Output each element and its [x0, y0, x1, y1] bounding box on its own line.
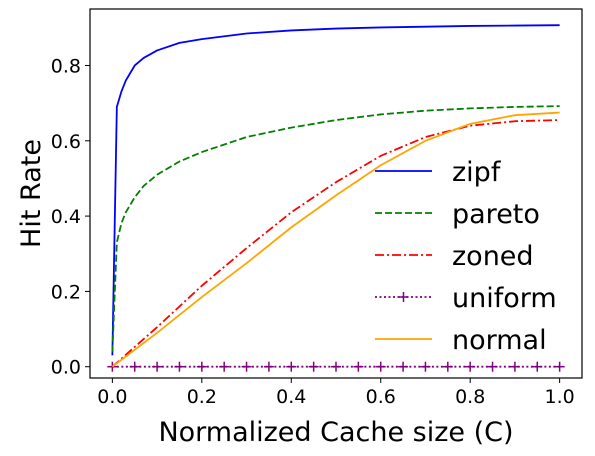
- data-point: [532, 361, 543, 372]
- y-tick-label: 0.8: [51, 55, 81, 77]
- x-tick-label: 0.4: [276, 386, 306, 408]
- x-axis: 0.0 0.2 0.4 0.6 0.8 1.0: [97, 378, 575, 408]
- y-tick-label: 0.0: [51, 357, 81, 379]
- y-tick-label: 0.6: [51, 131, 81, 153]
- y-tick-label: 0.2: [51, 281, 81, 303]
- x-tick-label: 0.8: [455, 386, 485, 408]
- legend-item-normal: normal: [375, 325, 547, 356]
- legend-item-zipf: zipf: [375, 157, 502, 188]
- series-zipf: [111, 24, 560, 356]
- data-point: [308, 361, 319, 372]
- x-tick-label: 0.6: [366, 386, 396, 408]
- legend-label: normal: [452, 325, 547, 356]
- x-axis-label: Normalized Cache size (C): [158, 417, 513, 448]
- series-line-zoned: [111, 119, 560, 368]
- plot-frame: [89, 8, 583, 379]
- series-zoned: [111, 119, 560, 368]
- data-point: [241, 361, 252, 372]
- series-line-zipf: [111, 24, 560, 356]
- data-point: [263, 361, 274, 372]
- series-normal: [111, 111, 560, 368]
- y-axis-label: Hit Rate: [16, 139, 47, 248]
- legend-label: zoned: [452, 241, 534, 272]
- data-point: [554, 361, 565, 372]
- legend-label: uniform: [452, 283, 557, 314]
- data-point: [398, 361, 409, 372]
- y-axis: 0.0 0.2 0.4 0.6 0.8: [51, 55, 90, 379]
- data-point: [487, 361, 498, 372]
- data-point: [509, 361, 520, 372]
- data-point: [152, 361, 163, 372]
- legend-label: zipf: [452, 157, 502, 188]
- series-layer: [107, 24, 565, 372]
- data-point: [286, 361, 297, 372]
- data-point: [331, 361, 341, 372]
- y-tick-label: 0.4: [51, 206, 81, 228]
- legend-item-uniform: uniform: [375, 283, 557, 314]
- legend-item-pareto: pareto: [375, 199, 540, 230]
- legend: zipf pareto zoned uniform normal: [375, 157, 557, 356]
- data-point: [174, 361, 185, 372]
- data-point: [129, 361, 140, 372]
- data-point: [465, 361, 476, 372]
- series-line-normal: [111, 111, 560, 368]
- x-tick-label: 0.2: [187, 386, 217, 408]
- x-tick-label: 1.0: [545, 386, 575, 408]
- data-point: [375, 361, 386, 372]
- data-point: [442, 361, 453, 372]
- x-tick-label: 0.0: [97, 386, 127, 408]
- data-point: [353, 361, 364, 372]
- legend-item-zoned: zoned: [375, 241, 534, 272]
- data-point: [196, 361, 207, 372]
- data-point: [420, 361, 431, 372]
- data-point: [219, 361, 230, 372]
- series-pareto: [111, 105, 560, 352]
- series-uniform: [107, 361, 565, 372]
- legend-label: pareto: [452, 199, 540, 230]
- series-line-pareto: [111, 105, 560, 352]
